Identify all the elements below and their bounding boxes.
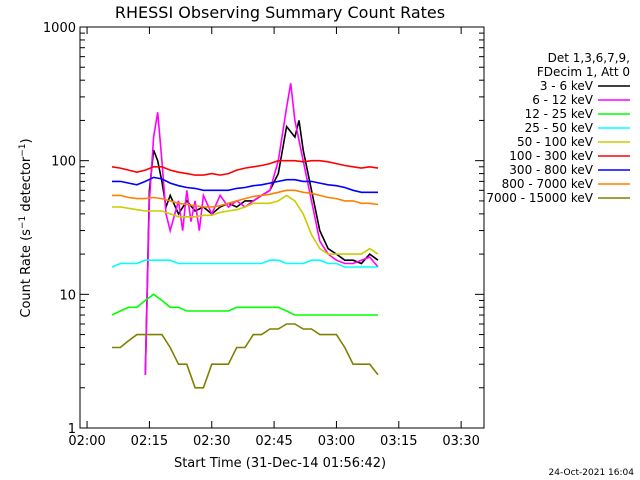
x-tick-label-2: 02:30: [193, 434, 230, 449]
y-axis-label-sup1: −1: [18, 216, 28, 229]
y-tick-label-1: 10: [59, 288, 76, 303]
series-line-0: [144, 120, 379, 375]
x-tick-label-6: 03:30: [442, 434, 479, 449]
legend-label-3: 25 - 50 keV: [525, 121, 594, 135]
legend-label-5: 100 - 300 keV: [509, 149, 593, 163]
legend-label-7: 800 - 7000 keV: [502, 177, 594, 191]
series-line-5: [111, 159, 379, 176]
plot-frame: [79, 26, 485, 429]
series-line-4: [112, 194, 379, 255]
legend-header-line-1: Det 1,3,6,7,9,: [548, 51, 630, 65]
legend-label-0: 3 - 6 keV: [540, 79, 594, 93]
x-tick-label-3: 02:45: [255, 434, 292, 449]
y-axis-label-end: ): [19, 138, 34, 143]
series-line-1: [144, 83, 379, 375]
footer-timestamp: 24-Oct-2021 16:04: [549, 468, 635, 478]
x-tick-label-1: 02:15: [131, 434, 168, 449]
axis-ticks: 02:00 02:15 02:30 02:45 03:00 03:15 03:30 1 10 10…: [43, 21, 484, 449]
series-line-6: [112, 176, 378, 194]
y-tick-label-2: 100: [51, 155, 76, 170]
y-tick-label-3: 1000: [43, 21, 76, 36]
legend-label-8: 7000 - 15000 keV: [486, 191, 593, 205]
chart-title: RHESSI Observing Summary Count Rates: [115, 3, 445, 22]
legend-label-2: 12 - 25 keV: [525, 107, 594, 121]
series-line-8: [112, 323, 379, 389]
y-axis-label-main: Count Rate (s: [19, 229, 34, 318]
y-tick-label-0: 1: [68, 422, 76, 437]
legend-label-6: 300 - 800 keV: [509, 163, 593, 177]
y-axis-label-mid: detector: [19, 156, 34, 216]
series-line-7: [112, 189, 379, 208]
series-line-2: [111, 293, 378, 316]
legend-label-4: 50 - 100 keV: [517, 135, 594, 149]
x-tick-label-5: 03:15: [380, 434, 417, 449]
y-axis-label: Count Rate (s−1 detector−1): [18, 138, 34, 317]
y-axis-label-sup2: −1: [18, 143, 28, 156]
legend-header-line-2: FDecim 1, Att 0: [537, 65, 630, 79]
legend-label-1: 6 - 12 keV: [532, 93, 594, 107]
x-axis-label: Start Time (31-Dec-14 01:56:42): [174, 456, 386, 471]
series-line-3: [111, 259, 378, 268]
x-tick-label-4: 03:00: [318, 434, 355, 449]
x-tick-label-0: 02:00: [68, 434, 105, 449]
plot-region: [111, 83, 379, 389]
